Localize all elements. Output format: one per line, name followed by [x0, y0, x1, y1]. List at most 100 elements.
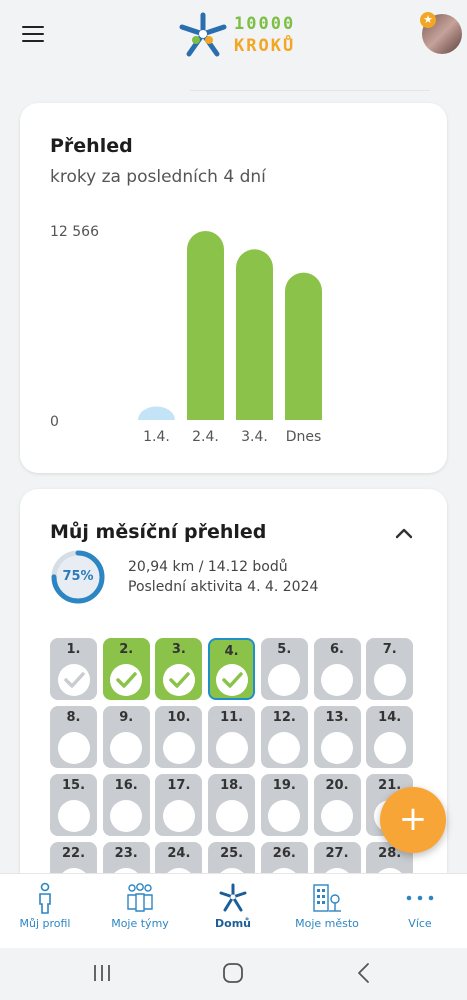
calendar-day[interactable]: 14.	[366, 706, 414, 768]
chart-bar	[285, 272, 322, 420]
team-icon	[127, 883, 153, 912]
day-status-circle	[57, 732, 90, 764]
steps-chart: 12 566 0 1.4. 2.4. 3.4. Dnes	[50, 224, 322, 445]
calendar-day-number: 7.	[382, 642, 397, 657]
nav-item-more[interactable]: Více	[375, 874, 465, 949]
home-button-icon[interactable]	[218, 958, 248, 988]
bottom-nav: Můj profil Moje týmy Domů	[0, 873, 467, 949]
day-status-circle	[268, 732, 301, 764]
nav-item-teams[interactable]: Moje týmy	[95, 874, 185, 949]
day-status-circle	[162, 800, 195, 832]
calendar-day-number: 10.	[167, 710, 191, 725]
calendar-day-number: 15.	[61, 778, 86, 793]
x-tick-label: 3.4.	[241, 429, 268, 445]
overview-subtitle: kroky za posledních 4 dní	[50, 167, 266, 187]
menu-icon[interactable]	[22, 26, 46, 44]
day-status-circle	[110, 800, 143, 832]
day-status-circle	[268, 664, 301, 696]
calendar-day-number: 5.	[277, 642, 292, 657]
calendar-day[interactable]: 18.	[208, 774, 256, 836]
progress-ring	[51, 550, 105, 604]
star-badge-icon: ★	[420, 12, 436, 28]
day-status-circle	[162, 664, 195, 696]
calendar-day[interactable]: 2.	[102, 638, 150, 700]
x-tick-label: 2.4.	[192, 429, 219, 445]
calendar-day[interactable]: 15.	[50, 774, 97, 836]
calendar-day[interactable]: 4.	[208, 638, 256, 700]
chevron-up-icon[interactable]	[393, 522, 415, 544]
calendar-day-number: 11.	[220, 710, 244, 725]
overview-title: Přehled	[50, 135, 133, 157]
x-tick-label: Dnes	[286, 429, 322, 445]
nav-label-city: Moje město	[295, 917, 359, 930]
calendar-day-number: 20.	[325, 778, 349, 793]
x-tick-label: 1.4.	[143, 429, 170, 445]
y-tick-label: 0	[50, 414, 59, 430]
calendar-day-number: 8.	[66, 710, 81, 725]
calendar-day-number: 21.	[378, 778, 402, 793]
calendar-day-number: 3.	[171, 642, 186, 657]
calendar-day-number: 1.	[66, 642, 81, 657]
day-status-circle	[57, 664, 90, 696]
day-status-circle	[215, 732, 248, 764]
calendar-day[interactable]: 3.	[155, 638, 203, 700]
calendar-day[interactable]: 19.	[260, 774, 308, 836]
distance-points: 20,94 km / 14.12 bodů	[128, 559, 288, 575]
day-status-circle	[215, 800, 248, 832]
calendar-day-number: 4.	[224, 644, 239, 659]
avatar[interactable]: ★	[420, 12, 462, 54]
checkmark-icon	[116, 672, 137, 688]
more-icon	[406, 895, 434, 901]
day-status-circle	[373, 664, 406, 696]
checkmark-icon	[63, 672, 85, 688]
day-status-circle	[215, 664, 248, 696]
logo-star-icon	[179, 12, 227, 57]
day-status-circle	[110, 664, 143, 696]
divider	[190, 90, 430, 91]
calendar-day[interactable]: 6.	[313, 638, 361, 700]
monthly-title: Můj měsíční přehled	[50, 521, 267, 543]
calendar-day-number: 6.	[330, 642, 344, 657]
app-logo: 10000 KROKŮ	[174, 10, 299, 62]
calendar-day-number: 27.	[325, 846, 349, 861]
recent-apps-icon[interactable]	[87, 958, 117, 988]
nav-item-profile[interactable]: Můj profil	[0, 874, 90, 949]
calendar-day[interactable]: 9.	[102, 706, 150, 768]
calendar-day[interactable]: 16.	[102, 774, 150, 836]
nav-label-teams: Moje týmy	[111, 917, 169, 930]
add-activity-button[interactable]: +	[380, 787, 446, 853]
calendar-day-number: 13.	[325, 710, 349, 725]
calendar-day[interactable]: 12.	[260, 706, 308, 768]
nav-item-home[interactable]: Domů	[188, 874, 278, 949]
checkmark-icon	[169, 672, 190, 688]
system-nav-bar	[0, 948, 467, 1000]
checkmark-icon	[221, 672, 243, 688]
y-tick-label: 12 566	[50, 224, 99, 240]
day-status-circle	[321, 732, 353, 764]
calendar-day[interactable]: 5.	[260, 638, 308, 700]
nav-label-home: Domů	[215, 917, 251, 930]
calendar-day[interactable]: 13.	[313, 706, 361, 768]
nav-label-more: Více	[408, 917, 432, 930]
person-icon	[39, 882, 51, 914]
day-status-circle	[110, 732, 143, 764]
back-icon[interactable]	[349, 958, 379, 988]
calendar-day-number: 25.	[220, 846, 244, 861]
calendar-day-number: 14.	[378, 710, 402, 725]
calendar-day-number: 19.	[272, 778, 296, 793]
calendar-day-number: 22.	[61, 846, 86, 861]
nav-label-profile: Můj profil	[19, 917, 71, 930]
calendar-day[interactable]: 8.	[50, 706, 97, 768]
day-status-circle	[321, 800, 353, 832]
calendar-day-number: 16.	[114, 778, 138, 793]
calendar-day[interactable]: 7.	[366, 638, 414, 700]
nav-item-city[interactable]: Moje město	[282, 874, 372, 949]
calendar-day[interactable]: 1.	[50, 638, 97, 700]
calendar-day[interactable]: 17.	[155, 774, 203, 836]
calendar-day[interactable]: 20.	[313, 774, 361, 836]
calendar-day[interactable]: 11.	[208, 706, 256, 768]
calendar-day[interactable]: 10.	[155, 706, 203, 768]
day-status-circle	[162, 732, 195, 764]
chart-bar	[236, 249, 273, 420]
last-activity: Poslední aktivita 4. 4. 2024	[128, 579, 319, 595]
